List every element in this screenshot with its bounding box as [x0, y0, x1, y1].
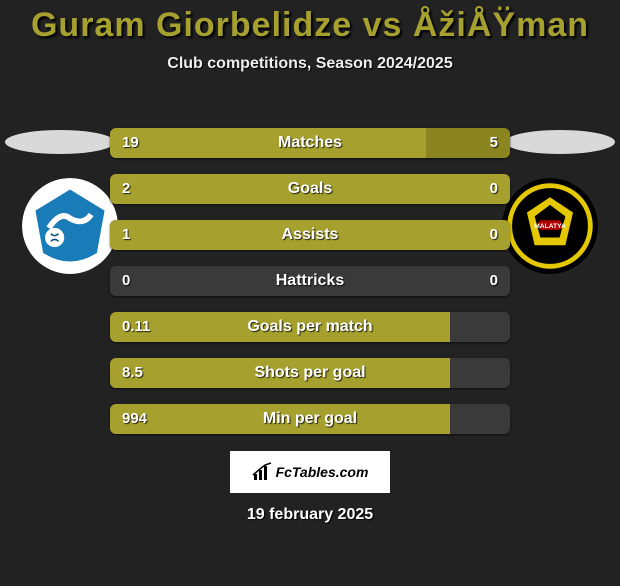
- stat-row: Hattricks0 0: [110, 266, 510, 296]
- stat-value-right: 0: [490, 174, 498, 204]
- stat-label: Assists: [110, 220, 510, 250]
- stat-row: Min per goal994: [110, 404, 510, 434]
- stat-value-left: 1: [122, 220, 130, 250]
- stat-label: Goals: [110, 174, 510, 204]
- stat-value-left: 2: [122, 174, 130, 204]
- svg-text:MALATYA: MALATYA: [534, 223, 566, 230]
- stat-value-left: 0.11: [122, 312, 150, 342]
- club-logo-left: [22, 178, 118, 274]
- brand-chart-icon: [252, 462, 272, 482]
- stat-value-right: 5: [490, 128, 498, 158]
- stat-row: Goals2 0: [110, 174, 510, 204]
- stat-row: Goals per match0.11: [110, 312, 510, 342]
- stat-label: Hattricks: [110, 266, 510, 296]
- stat-label: Goals per match: [110, 312, 510, 342]
- brand-badge: FcTables.com: [230, 451, 390, 493]
- subtitle: Club competitions, Season 2024/2025: [0, 55, 620, 73]
- stat-label: Min per goal: [110, 404, 510, 434]
- stat-label: Matches: [110, 128, 510, 158]
- stat-value-right: 0: [490, 220, 498, 250]
- stat-value-left: 994: [122, 404, 147, 434]
- club-badge-left-icon: [22, 178, 118, 274]
- shadow-ellipse-right: [505, 130, 615, 154]
- stat-value-right: 0: [490, 266, 498, 296]
- stat-row: Matches19 5: [110, 128, 510, 158]
- page-title: Guram Giorbelidze vs ÅžiÅŸman: [0, 6, 620, 45]
- stat-label: Shots per goal: [110, 358, 510, 388]
- club-badge-right-icon: MALATYA: [502, 178, 598, 274]
- brand-text: FcTables.com: [276, 464, 369, 480]
- stat-value-left: 0: [122, 266, 130, 296]
- club-logo-right: MALATYA: [502, 178, 598, 274]
- shadow-ellipse-left: [5, 130, 115, 154]
- stat-value-left: 8.5: [122, 358, 143, 388]
- stat-row: Shots per goal8.5: [110, 358, 510, 388]
- stat-value-left: 19: [122, 128, 139, 158]
- date-text: 19 february 2025: [0, 506, 620, 524]
- comparison-bars: Matches195Goals20Assists10Hattricks00Goa…: [110, 128, 510, 450]
- stat-row: Assists1 0: [110, 220, 510, 250]
